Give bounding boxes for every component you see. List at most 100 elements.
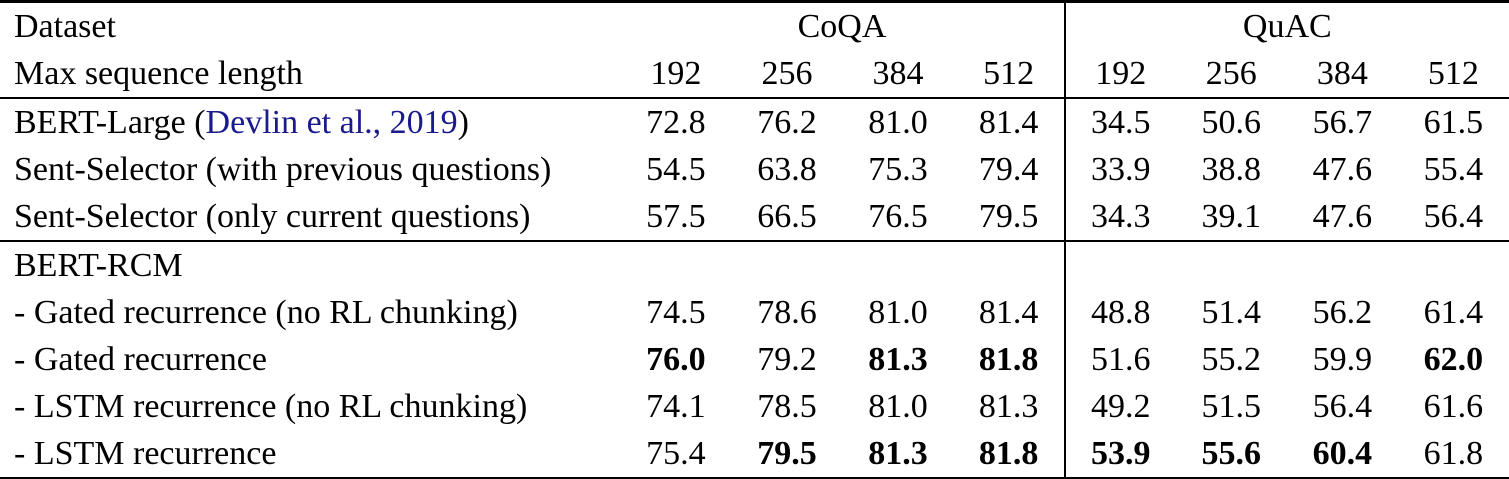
value-cell: 55.2 — [1201, 340, 1262, 378]
value-cell: 79.4 — [953, 146, 1066, 193]
value-cell: 51.5 — [1201, 387, 1262, 425]
table-row: - Gated recurrence (no RL chunking) 74.5 7… — [0, 289, 1509, 336]
value-cell — [842, 241, 953, 289]
row-label: - Gated recurrence (no RL chunking) — [0, 289, 620, 336]
value-cell: 81.3 — [868, 434, 928, 472]
value-cell: 76.0 — [646, 340, 706, 378]
value-cell — [1176, 241, 1287, 289]
value-cell: 47.6 — [1286, 193, 1398, 242]
row-label: - Gated recurrence — [0, 336, 620, 383]
value-cell: 62.0 — [1423, 340, 1484, 378]
value-cell: 79.2 — [757, 340, 817, 378]
row-label-text: Sent-Selector (only current questions) — [14, 197, 531, 235]
value-cell: 79.5 — [953, 193, 1066, 242]
value-cell: 39.1 — [1175, 193, 1287, 242]
value-cell: 56.7 — [1312, 103, 1373, 141]
value-cell: 34.5 — [1090, 103, 1151, 141]
value-cell: 81.8 — [953, 430, 1066, 479]
value-cell — [1398, 241, 1509, 289]
row-label: BERT-RCM — [0, 241, 620, 289]
row-label-text: - Gated recurrence — [14, 340, 267, 378]
value-cell — [1065, 241, 1176, 289]
value-cell: 79.5 — [757, 434, 817, 472]
value-cell: 81.3 — [953, 383, 1066, 430]
value-cell: 78.5 — [757, 387, 817, 425]
value-cell: 81.4 — [953, 98, 1066, 146]
quac-group-header: QuAC — [1242, 7, 1332, 45]
value-cell: 72.8 — [646, 103, 706, 141]
value-cell: 56.2 — [1312, 293, 1373, 331]
value-cell: 33.9 — [1090, 150, 1151, 188]
value-cell: 81.0 — [868, 293, 928, 331]
value-cell: 47.6 — [1312, 150, 1373, 188]
quac-seq-length-192: 192 — [1064, 50, 1176, 99]
value-cell: 81.0 — [868, 387, 928, 425]
row-label: Sent-Selector (only current questions) — [0, 193, 621, 242]
value-cell: 66.5 — [731, 193, 843, 242]
row-label-text: ) — [457, 103, 469, 141]
row-label-text: - LSTM recurrence (no RL chunking) — [14, 387, 528, 425]
row-label: BERT-Large (Devlin et al., 2019) — [0, 98, 620, 146]
table-row: - LSTM recurrence (no RL chunking) 74.1 78… — [0, 383, 1509, 430]
baseline-models-section: BERT-Large (Devlin et al., 2019) 72.8 76.2… — [0, 98, 1509, 242]
value-cell: 57.5 — [620, 193, 732, 242]
value-cell: 74.1 — [646, 387, 706, 425]
row-label-text: BERT-Large ( — [14, 103, 206, 141]
seq-length-header-row: Max sequence length 192 256 384 512 192 … — [0, 50, 1509, 99]
value-cell: 49.2 — [1090, 387, 1151, 425]
table-header: Dataset CoQA QuAC Max sequence length 19… — [0, 1, 1509, 99]
quac-seq-length-256: 256 — [1175, 50, 1287, 99]
coqa-seq-length-512: 512 — [953, 50, 1066, 99]
row-label-text: - LSTM recurrence — [14, 434, 277, 472]
table-row: - Gated recurrence 76.0 79.2 81.3 81.8 51.6 55… — [0, 336, 1509, 383]
citation-link[interactable]: Devlin et al., 2019 — [205, 103, 458, 141]
value-cell: 81.4 — [953, 289, 1066, 336]
value-cell: 56.4 — [1397, 193, 1509, 242]
table-row: Sent-Selector (only current questions) 57… — [0, 193, 1509, 242]
value-cell: 75.3 — [868, 150, 928, 188]
value-cell: 81.8 — [953, 336, 1066, 383]
value-cell: 51.4 — [1201, 293, 1262, 331]
table-row: Sent-Selector (with previous questions) 5… — [0, 146, 1509, 193]
value-cell: 75.4 — [646, 434, 706, 472]
value-cell: 60.4 — [1312, 434, 1373, 472]
value-cell: 34.3 — [1064, 193, 1176, 242]
quac-seq-length-512: 512 — [1397, 50, 1509, 99]
row-label: Sent-Selector (with previous questions) — [0, 146, 620, 193]
value-cell: 61.4 — [1423, 293, 1484, 331]
value-cell: 78.6 — [757, 293, 817, 331]
value-cell: 74.5 — [646, 293, 706, 331]
value-cell: 61.6 — [1423, 387, 1484, 425]
coqa-group-header: CoQA — [620, 1, 1066, 50]
coqa-seq-length-256: 256 — [731, 50, 843, 99]
row-label: - LSTM recurrence (no RL chunking) — [0, 383, 620, 430]
coqa-seq-length-384: 384 — [842, 50, 954, 99]
max-seq-length-label: Max sequence length — [0, 50, 621, 99]
row-label-text: BERT-RCM — [14, 246, 183, 284]
value-cell — [1287, 241, 1398, 289]
row-label-text: Sent-Selector (with previous questions) — [14, 150, 552, 188]
value-cell: 48.8 — [1090, 293, 1151, 331]
value-cell: 59.9 — [1312, 340, 1373, 378]
value-cell: 56.4 — [1312, 387, 1373, 425]
value-cell: 53.9 — [1090, 434, 1151, 472]
row-label: - LSTM recurrence — [0, 430, 620, 479]
value-cell: 38.8 — [1201, 150, 1262, 188]
value-cell — [953, 241, 1066, 289]
value-cell: 76.2 — [757, 103, 817, 141]
value-cell: 81.3 — [868, 340, 928, 378]
value-cell: 51.6 — [1090, 340, 1151, 378]
value-cell: 61.5 — [1423, 103, 1484, 141]
dataset-header-label: Dataset — [14, 7, 116, 45]
value-cell: 50.6 — [1201, 103, 1262, 141]
value-cell: 61.8 — [1423, 434, 1484, 472]
value-cell: 76.5 — [842, 193, 954, 242]
bert-rcm-models-section: BERT-RCM - Gated recurrence (no RL chunki… — [0, 241, 1509, 479]
quac-seq-length-384: 384 — [1286, 50, 1398, 99]
value-cell: 55.6 — [1201, 434, 1262, 472]
table-row: BERT-RCM — [0, 241, 1509, 289]
row-label-text: - Gated recurrence (no RL chunking) — [14, 293, 518, 331]
dataset-header-row: Dataset CoQA QuAC — [0, 1, 1509, 50]
